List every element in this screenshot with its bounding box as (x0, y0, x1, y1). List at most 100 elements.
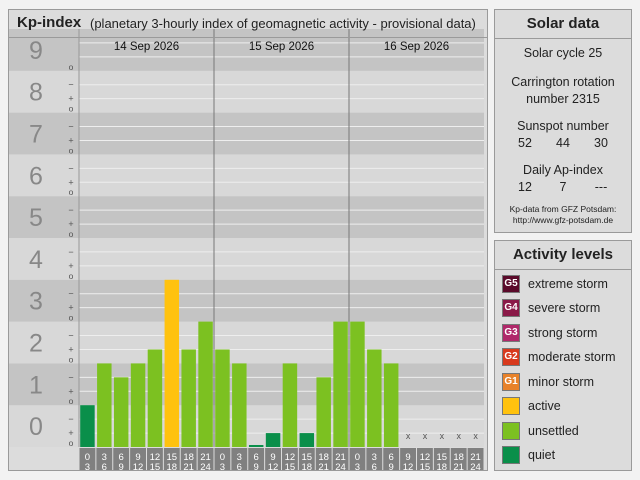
kp-header: Kp-index (planetary 3-hourly index of ge… (9, 10, 487, 38)
hour-cell (400, 448, 416, 470)
legend-swatch (502, 422, 520, 440)
hour-end-label: 18 (302, 462, 313, 470)
legend-swatch: G3 (502, 324, 520, 342)
hour-start-label: 9 (405, 452, 410, 463)
hour-end-label: 18 (167, 462, 178, 470)
hour-cell (113, 448, 130, 470)
sublevel-mark: − (68, 289, 73, 299)
source-line-1: Kp-data from GFZ Potsdam: (509, 204, 617, 214)
hour-cell (433, 448, 450, 470)
legend-label: unsettled (528, 424, 579, 438)
hour-end-label: 15 (150, 462, 161, 470)
hour-start-label: 21 (335, 452, 346, 463)
solar-cycle: Solar cycle 25 (523, 46, 603, 60)
kp-bar (383, 363, 399, 447)
level-band (9, 29, 484, 71)
hour-end-label: 9 (119, 462, 124, 470)
sublevel-mark: + (68, 344, 73, 354)
hour-end-label: 21 (453, 462, 464, 470)
hour-cell (214, 448, 231, 470)
level-label: 3 (29, 288, 43, 316)
legend-item-strong-storm: G3 strong storm (502, 323, 597, 343)
kp-bar (113, 377, 129, 447)
sublevel-mark: − (68, 414, 73, 424)
hour-start-label: 15 (437, 452, 448, 463)
ap-index-values: 12 7 --- (495, 179, 631, 196)
legend-item-extreme-storm: G5 extreme storm (502, 274, 608, 294)
kp-bar (147, 349, 163, 447)
kp-bar (97, 363, 112, 447)
hour-cell (96, 448, 113, 470)
hour-cell (282, 448, 298, 470)
kp-index-chart: 14 Sep 2026 15 Sep 2026 16 Sep 20260123456… (9, 29, 484, 470)
sublevel-mark: + (68, 135, 73, 145)
legend-label: quiet (528, 448, 556, 462)
kp-bar (248, 445, 264, 447)
hour-start-label: 12 (150, 452, 161, 463)
legend-swatch: G2 (502, 348, 520, 366)
sublevel-mark: + (68, 303, 73, 313)
sublevel-mark: o (69, 396, 74, 406)
hour-end-label: 24 (335, 462, 346, 470)
level-band (9, 70, 484, 113)
hour-cell (130, 448, 146, 470)
legend-item-quiet: quiet (502, 445, 555, 465)
kp-bar (265, 433, 281, 447)
kp-title: Kp-index (17, 14, 82, 31)
legend-label: moderate storm (528, 350, 616, 364)
sublevel-mark: + (68, 261, 73, 271)
legend-label: minor storm (528, 375, 594, 389)
hour-cell (79, 448, 96, 470)
sublevel-mark: + (68, 94, 73, 104)
hour-start-label: 15 (302, 452, 313, 463)
kp-bar (232, 363, 247, 447)
hour-start-label: 9 (270, 452, 275, 463)
hour-cell (147, 448, 163, 470)
legend-swatch (502, 446, 520, 464)
date-label: 16 Sep 2026 (384, 41, 449, 53)
hour-cell (248, 448, 265, 470)
hour-cell (417, 448, 433, 470)
sublevel-mark: − (68, 80, 73, 90)
hour-end-label: 15 (420, 462, 431, 470)
legend-label: severe storm (528, 301, 601, 315)
missing-data-mark: x (456, 431, 461, 441)
kp-bar (367, 349, 382, 447)
level-label: 6 (29, 162, 43, 190)
missing-data-mark: x (406, 431, 411, 441)
missing-data-mark: x (473, 431, 478, 441)
date-label: 15 Sep 2026 (249, 41, 314, 53)
hour-start-label: 12 (285, 452, 296, 463)
hour-start-label: 9 (135, 452, 140, 463)
sublevel-mark: − (68, 247, 73, 257)
legend-swatch: G5 (502, 275, 520, 293)
sublevel-mark: − (68, 372, 73, 382)
level-label: 7 (29, 121, 43, 149)
hour-cell (197, 448, 214, 470)
hour-end-label: 3 (85, 462, 90, 470)
hour-cell (349, 448, 366, 470)
solar-data-panel: Solar data Solar cycle 25 Carrington rot… (494, 9, 632, 233)
level-label: 4 (29, 246, 43, 274)
sublevel-mark: o (69, 438, 74, 448)
sunspot-value: 52 (518, 136, 532, 150)
solar-panel-title: Solar data (495, 10, 631, 39)
legend-item-moderate-storm: G2 moderate storm (502, 347, 616, 367)
level-band (9, 154, 484, 197)
hour-start-label: 3 (237, 452, 242, 463)
hour-start-label: 21 (470, 452, 481, 463)
hour-start-label: 6 (119, 452, 124, 463)
kp-bar (215, 349, 230, 447)
hour-start-label: 18 (183, 452, 194, 463)
ap-index-label: Daily Ap-index (523, 163, 603, 177)
sublevel-mark: o (69, 313, 74, 323)
kp-bar (80, 405, 95, 447)
hour-end-label: 9 (254, 462, 259, 470)
hour-end-label: 12 (133, 462, 144, 470)
legend-swatch: G1 (502, 373, 520, 391)
sunspot-section: Sunspot number 52 44 30 (495, 118, 631, 152)
hour-end-label: 18 (437, 462, 448, 470)
sublevel-mark: − (68, 163, 73, 173)
level-label: 8 (29, 79, 43, 107)
legend-item-active: active (502, 396, 561, 416)
